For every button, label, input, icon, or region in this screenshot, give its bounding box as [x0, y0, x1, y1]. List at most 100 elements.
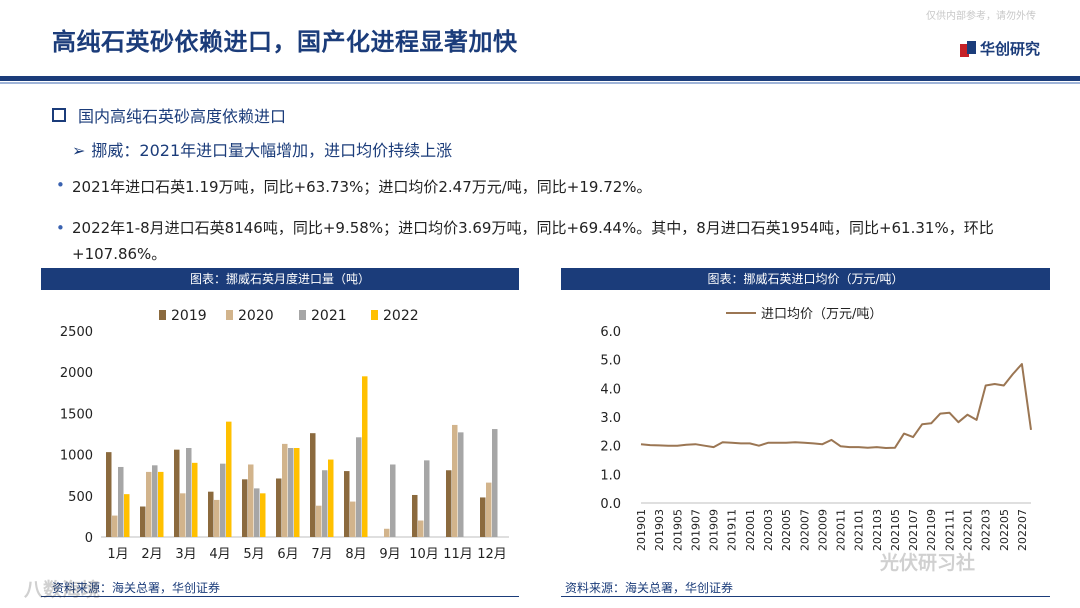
bar-2020 — [316, 505, 322, 537]
bar-2021 — [254, 488, 260, 537]
watermark-right: 光伏研习社 — [880, 552, 976, 574]
bar-2021 — [152, 465, 158, 537]
y-tick-label: 0.0 — [600, 497, 621, 512]
x-tick-label: 4月 — [209, 547, 230, 562]
x-tick-label: 201911 — [726, 509, 739, 551]
x-tick-label: 202109 — [925, 509, 938, 551]
y-tick-label: 5.0 — [600, 354, 621, 369]
x-tick-label: 5月 — [243, 547, 264, 562]
bar-2020 — [486, 482, 492, 537]
legend-label-2020: 2020 — [238, 308, 274, 324]
confidential-note: 仅供内部参考，请勿外传 — [926, 11, 1036, 22]
y-tick-label: 3.0 — [600, 411, 621, 426]
subsection-heading: ➢ 挪威：2021年进口量大幅增加，进口均价持续上涨 — [72, 137, 452, 161]
bullet-text: 2022年1-8月进口石英8146吨，同比+9.58%；进口均价3.69万吨，同… — [72, 219, 994, 263]
x-tick-label: 202001 — [744, 509, 757, 551]
x-tick-label: 202011 — [835, 509, 848, 551]
bar-2020 — [180, 493, 186, 537]
legend-swatch-2021 — [299, 310, 306, 320]
x-tick-label: 12月 — [477, 547, 507, 562]
x-tick-label: 201901 — [635, 509, 648, 551]
monthly-import-bar-chart: 2019 2020 2021 2022 0 500 1000 1500 2000 2500 1月 2月… — [60, 308, 509, 562]
bar-2019 — [276, 478, 282, 537]
price-series-line — [640, 363, 1032, 449]
x-tick-label: 8月 — [345, 547, 366, 562]
bar-2022 — [260, 493, 266, 537]
bar-2019 — [106, 452, 112, 537]
right-chart-source: 资料来源：海关总署，华创证券 — [565, 581, 734, 595]
y-tick-label: 1.0 — [600, 468, 621, 483]
x-tick-label: 202201 — [962, 509, 975, 551]
legend-swatch-2019 — [159, 310, 166, 320]
x-tick-label: 1月 — [107, 547, 128, 562]
bar-2021 — [118, 466, 124, 537]
bar-2021 — [288, 448, 294, 537]
right-footer-divider — [561, 596, 1050, 597]
bar-2020 — [282, 443, 288, 537]
logo-mark-icon — [959, 40, 976, 57]
x-tick-label: 202009 — [816, 509, 829, 551]
bar-2022 — [192, 462, 198, 537]
dot-bullet-icon: • — [56, 219, 65, 237]
square-bullet-icon — [52, 108, 66, 122]
legend-swatch-2020 — [226, 310, 233, 320]
bar-2019 — [310, 433, 316, 537]
left-chart-source: 资料来源：海关总署，华创证券 — [52, 581, 221, 595]
x-tick-label: 202107 — [907, 509, 920, 551]
bullet-item-2022: • 2022年1-8月进口石英8146吨，同比+9.58%；进口均价3.69万吨… — [56, 215, 1032, 267]
y-tick-label: 2000 — [60, 366, 93, 381]
x-tick-label: 202105 — [889, 509, 902, 551]
subsection-heading-text: 挪威：2021年进口量大幅增加，进口均价持续上涨 — [91, 141, 453, 160]
x-tick-label: 6月 — [277, 547, 298, 562]
bar-2022 — [226, 421, 232, 537]
header-divider-thin — [0, 82, 1080, 84]
bar-2020 — [248, 464, 254, 537]
bar-2020 — [112, 515, 118, 537]
x-tick-label: 202103 — [871, 509, 884, 551]
bar-2021 — [390, 464, 396, 537]
x-tick-label: 2月 — [141, 547, 162, 562]
watermark-left: 八数海境 — [24, 579, 101, 601]
x-tick-label: 202003 — [762, 509, 775, 551]
y-tick-label: 1000 — [60, 449, 93, 464]
y-tick-label: 0 — [85, 531, 93, 546]
bar-2019 — [344, 471, 350, 537]
bar-2019 — [480, 497, 486, 537]
bar-2022 — [294, 448, 300, 537]
y-tick-label: 2.0 — [600, 440, 621, 455]
x-tick-label: 202005 — [780, 509, 793, 551]
bar-2019 — [412, 494, 418, 537]
legend-label: 进口均价（万元/吨） — [761, 307, 882, 322]
right-chart-title-bar: 图表：挪威石英进口均价（万元/吨） — [561, 268, 1050, 290]
dot-bullet-icon: • — [56, 176, 65, 194]
bar-2022 — [124, 494, 130, 537]
y-tick-label: 4.0 — [600, 382, 621, 397]
y-tick-label: 2500 — [60, 325, 93, 340]
bar-2020 — [146, 471, 152, 537]
bar-2019 — [140, 506, 146, 537]
bar-2022 — [158, 471, 164, 537]
bar-2020 — [384, 528, 390, 537]
import-price-line-chart: 进口均价（万元/吨） 0.0 1.0 2.0 3.0 4.0 5.0 6.0 201901 201… — [600, 307, 1032, 551]
header-divider — [0, 76, 1080, 81]
bar-2021 — [322, 470, 328, 537]
x-tick-label: 201907 — [689, 509, 702, 551]
bar-2022 — [362, 376, 368, 537]
left-footer-divider — [41, 596, 519, 597]
bar-2020 — [418, 520, 424, 537]
y-tick-label: 6.0 — [600, 325, 621, 340]
bar-2021 — [458, 432, 464, 537]
bar-2021 — [356, 437, 362, 537]
y-tick-label: 500 — [68, 490, 93, 505]
x-tick-label: 9月 — [379, 547, 400, 562]
bar-2020 — [452, 424, 458, 537]
x-tick-label: 10月 — [409, 547, 439, 562]
section-heading: 国内高纯石英砂高度依赖进口 — [52, 103, 286, 127]
bar-2019 — [446, 470, 452, 537]
bullet-text: 2021年进口石英1.19万吨，同比+63.73%；进口均价2.47万元/吨，同… — [72, 178, 652, 196]
bar-2021 — [186, 448, 192, 537]
legend-label-2021: 2021 — [311, 308, 347, 324]
bar-2021 — [220, 463, 226, 537]
logo-text: 华创研究 — [979, 40, 1040, 58]
x-tick-label: 3月 — [175, 547, 196, 562]
